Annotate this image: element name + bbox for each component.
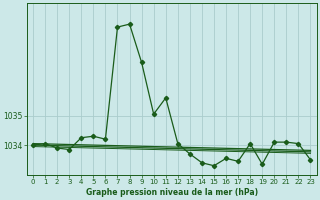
X-axis label: Graphe pression niveau de la mer (hPa): Graphe pression niveau de la mer (hPa)	[86, 188, 258, 197]
